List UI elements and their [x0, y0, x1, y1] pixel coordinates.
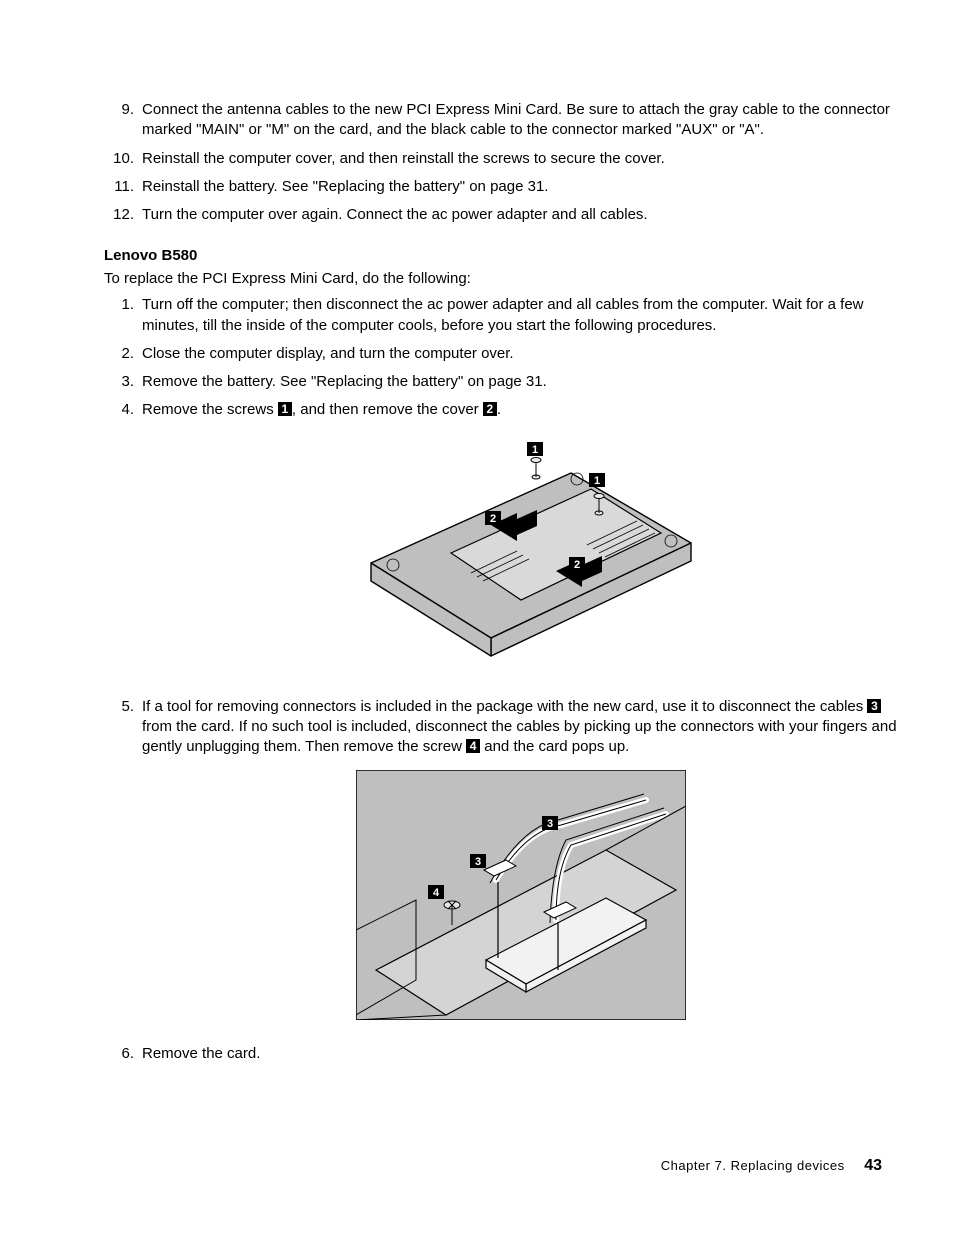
step-10: 10. Reinstall the computer cover, and the…: [104, 149, 900, 169]
step-number: 9.: [104, 100, 134, 120]
document-page: 9. Connect the antenna cables to the new …: [0, 0, 954, 1235]
step-4: 4. Remove the screws 1, and then remove …: [104, 400, 900, 679]
step-9: 9. Connect the antenna cables to the new …: [104, 100, 900, 141]
step-6: 6. Remove the card.: [104, 1044, 900, 1064]
intro-text: To replace the PCI Express Mini Card, do…: [104, 270, 900, 287]
step-number: 10.: [104, 149, 134, 169]
chapter-label: Chapter 7. Replacing devices: [661, 1158, 845, 1173]
step-2: 2. Close the computer display, and turn t…: [104, 344, 900, 364]
svg-text:3: 3: [547, 818, 553, 830]
step-3: 3. Remove the battery. See "Replacing the…: [104, 372, 900, 392]
step-text: Turn the computer over again. Connect th…: [142, 206, 648, 223]
svg-text:1: 1: [594, 475, 600, 487]
step-text: If a tool for removing connectors is inc…: [142, 698, 897, 756]
step-5: 5. If a tool for removing connectors is …: [104, 697, 900, 1026]
svg-text:2: 2: [574, 559, 580, 571]
continuation-list: 9. Connect the antenna cables to the new …: [104, 100, 900, 225]
step-text: Reinstall the computer cover, and then r…: [142, 150, 665, 167]
svg-text:2: 2: [490, 513, 496, 525]
svg-text:1: 1: [532, 444, 538, 456]
figure-1: 1 1 2 2: [142, 433, 900, 679]
svg-text:4: 4: [433, 887, 440, 899]
step-text: Turn off the computer; then disconnect t…: [142, 296, 864, 333]
step-text: Remove the screws 1, and then remove the…: [142, 401, 501, 418]
svg-text:3: 3: [475, 856, 481, 868]
step-11: 11. Reinstall the battery. See "Replacing…: [104, 177, 900, 197]
step-number: 5.: [104, 697, 134, 717]
model-heading: Lenovo B580: [104, 247, 900, 264]
page-footer: Chapter 7. Replacing devices 43: [661, 1157, 882, 1175]
step-text: Close the computer display, and turn the…: [142, 345, 514, 362]
step-text: Connect the antenna cables to the new PC…: [142, 101, 890, 138]
step-text: Remove the battery. See "Replacing the b…: [142, 373, 547, 390]
step-number: 6.: [104, 1044, 134, 1064]
figure-2: 3 3 4: [142, 770, 900, 1026]
callout-1: 1: [278, 402, 292, 416]
callout-3: 3: [867, 699, 881, 713]
step-number: 3.: [104, 372, 134, 392]
procedure-list: 1. Turn off the computer; then disconnect…: [104, 295, 900, 1064]
step-number: 11.: [104, 177, 134, 197]
callout-4: 4: [466, 739, 480, 753]
step-12: 12. Turn the computer over again. Connect…: [104, 205, 900, 225]
step-1: 1. Turn off the computer; then disconnect…: [104, 295, 900, 336]
step-text: Reinstall the battery. See "Replacing th…: [142, 178, 548, 195]
page-number: 43: [864, 1157, 882, 1174]
step-number: 1.: [104, 295, 134, 315]
step-number: 4.: [104, 400, 134, 420]
step-text: Remove the card.: [142, 1045, 260, 1062]
step-number: 12.: [104, 205, 134, 225]
step-number: 2.: [104, 344, 134, 364]
callout-2: 2: [483, 402, 497, 416]
